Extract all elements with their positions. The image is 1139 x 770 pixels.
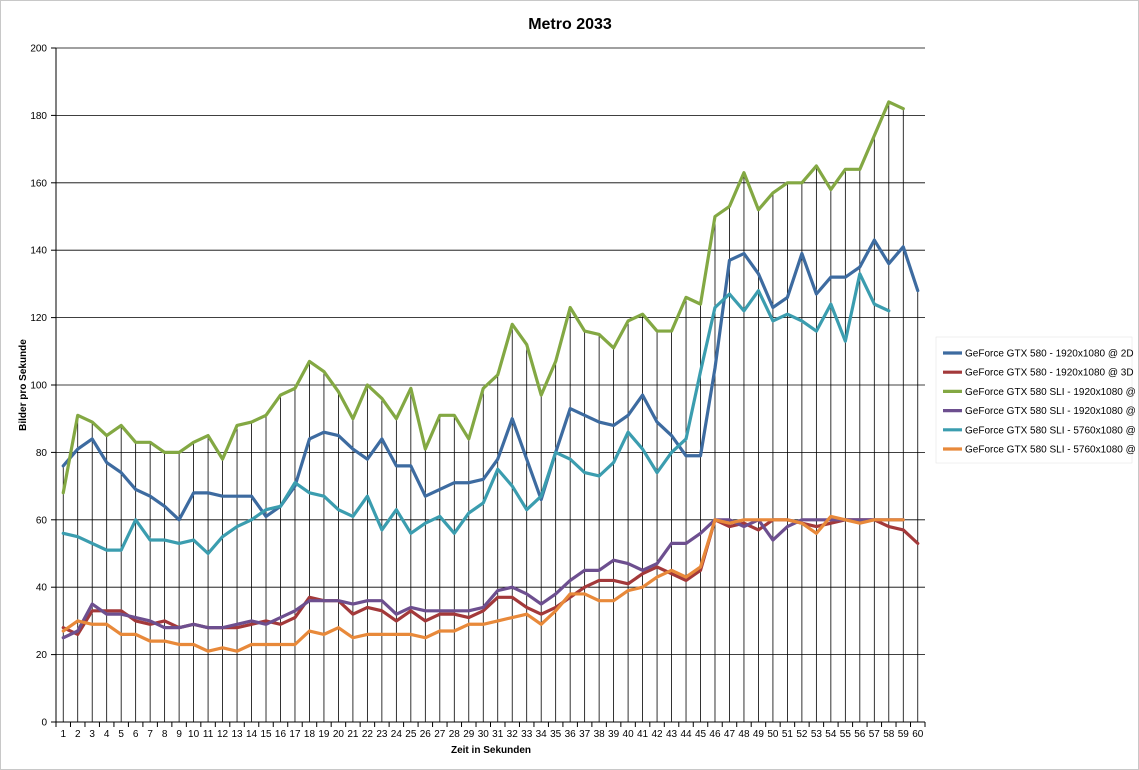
series-line-5 xyxy=(61,272,891,556)
x-tick-label: 50 xyxy=(767,729,779,740)
x-tick-label: 20 xyxy=(333,729,345,740)
x-tick-label: 40 xyxy=(623,729,635,740)
x-tick-label: 53 xyxy=(811,729,823,740)
x-tick-label: 23 xyxy=(376,729,388,740)
x-tick-label: 25 xyxy=(405,729,417,740)
legend-entry: GeForce GTX 580 - 1920x1080 @ 2D xyxy=(965,349,1134,360)
x-tick-labels: 1 2 3 4 5 6 7 8 9 10 11 12 13 14 15 16 17 18 19 20 21 22 23 24 2… xyxy=(60,729,923,740)
x-tick-label: 36 xyxy=(565,729,577,740)
x-tick-label: 60 xyxy=(912,729,924,740)
drop-lines xyxy=(62,101,919,722)
x-tick-label: 12 xyxy=(217,729,229,740)
x-tick-label: 22 xyxy=(362,729,374,740)
y-tick-label: 140 xyxy=(30,246,47,257)
y-axis-label: Bilder pro Sekunde xyxy=(18,339,29,431)
x-tick-label: 43 xyxy=(666,729,678,740)
legend-entry: GeForce GTX 580 SLI - 1920x1080 @ 2D xyxy=(965,387,1138,398)
x-tick-label: 3 xyxy=(89,729,95,740)
x-tick-label: 24 xyxy=(391,729,403,740)
x-tick-label: 7 xyxy=(147,729,153,740)
x-axis-label: Zeit in Sekunden xyxy=(451,745,531,756)
x-tick-label: 6 xyxy=(133,729,139,740)
x-tick-label: 33 xyxy=(521,729,533,740)
chart-title: Metro 2033 xyxy=(528,16,612,33)
x-tick-label: 52 xyxy=(796,729,808,740)
x-tick-label: 48 xyxy=(738,729,750,740)
x-tick-label: 34 xyxy=(536,729,548,740)
series-lines xyxy=(61,100,920,653)
x-tick-label: 17 xyxy=(289,729,301,740)
x-tick-label: 41 xyxy=(637,729,649,740)
series-line-1 xyxy=(61,238,920,522)
x-tick-label: 1 xyxy=(60,729,66,740)
series-line-3 xyxy=(61,100,905,495)
x-tick-label: 10 xyxy=(188,729,200,740)
x-tick-label: 44 xyxy=(680,729,692,740)
legend: GeForce GTX 580 - 1920x1080 @ 2D GeForce … xyxy=(935,336,1138,464)
x-tick-label: 26 xyxy=(420,729,432,740)
y-tick-label: 100 xyxy=(30,381,47,392)
legend-entry: GeForce GTX 580 - 1920x1080 @ 3D xyxy=(965,368,1134,379)
series-line-4 xyxy=(61,518,905,640)
x-tick-label: 51 xyxy=(782,729,794,740)
x-tick-label: 57 xyxy=(869,729,881,740)
legend-entry: GeForce GTX 580 SLI - 5760x1080 @ 2D xyxy=(965,425,1138,436)
x-tick-label: 4 xyxy=(104,729,110,740)
x-tick-label: 30 xyxy=(478,729,490,740)
x-tick-label: 11 xyxy=(203,729,214,740)
x-tick-label: 14 xyxy=(246,729,258,740)
x-tick-label: 46 xyxy=(709,729,721,740)
x-tick-label: 55 xyxy=(840,729,852,740)
y-tick-label: 40 xyxy=(36,583,48,594)
x-tick-label: 49 xyxy=(753,729,765,740)
y-tick-labels: 0 20 40 60 80 100 120 140 160 180 200 xyxy=(30,44,47,729)
x-tick-label: 38 xyxy=(594,729,606,740)
x-tick-label: 47 xyxy=(724,729,736,740)
y-tick-label: 60 xyxy=(36,515,48,526)
x-tick-label: 18 xyxy=(304,729,316,740)
x-tick-label: 9 xyxy=(176,729,182,740)
x-tick-label: 42 xyxy=(651,729,663,740)
x-tick-label: 54 xyxy=(825,729,837,740)
x-tick-label: 39 xyxy=(608,729,620,740)
x-tick-label: 35 xyxy=(550,729,562,740)
legend-box xyxy=(935,336,1133,464)
x-tick-label: 15 xyxy=(260,729,272,740)
x-tick-label: 31 xyxy=(492,729,504,740)
y-tick-label: 200 xyxy=(30,44,47,55)
x-tick-label: 5 xyxy=(118,729,124,740)
y-tick-label: 20 xyxy=(36,650,48,661)
x-tick-label: 27 xyxy=(434,729,446,740)
x-tick-label: 8 xyxy=(162,729,168,740)
y-tick-label: 80 xyxy=(36,448,48,459)
x-tick-label: 21 xyxy=(347,729,359,740)
series-line-6 xyxy=(61,514,905,653)
x-tick-label: 16 xyxy=(275,729,287,740)
x-tick-label: 32 xyxy=(507,729,519,740)
y-tick-label: 160 xyxy=(30,178,47,189)
series-line-2 xyxy=(61,518,920,636)
x-tick-label: 2 xyxy=(75,729,81,740)
y-tick-label: 0 xyxy=(41,718,47,729)
axes xyxy=(51,47,926,727)
y-tick-label: 180 xyxy=(30,111,47,122)
x-tick-label: 19 xyxy=(318,729,330,740)
legend-entry: GeForce GTX 580 SLI - 1920x1080 @ 3D xyxy=(965,406,1138,417)
x-tick-label: 29 xyxy=(463,729,475,740)
x-tick-label: 45 xyxy=(695,729,707,740)
y-tick-label: 120 xyxy=(30,313,47,324)
x-tick-label: 37 xyxy=(579,729,591,740)
gridlines xyxy=(56,47,925,655)
x-tick-label: 58 xyxy=(883,729,895,740)
x-tick-label: 28 xyxy=(449,729,461,740)
x-tick-label: 13 xyxy=(231,729,243,740)
x-tick-label: 56 xyxy=(854,729,866,740)
x-tick-label: 59 xyxy=(898,729,910,740)
legend-entry: GeForce GTX 580 SLI - 5760x1080 @ 3D xyxy=(965,445,1138,456)
